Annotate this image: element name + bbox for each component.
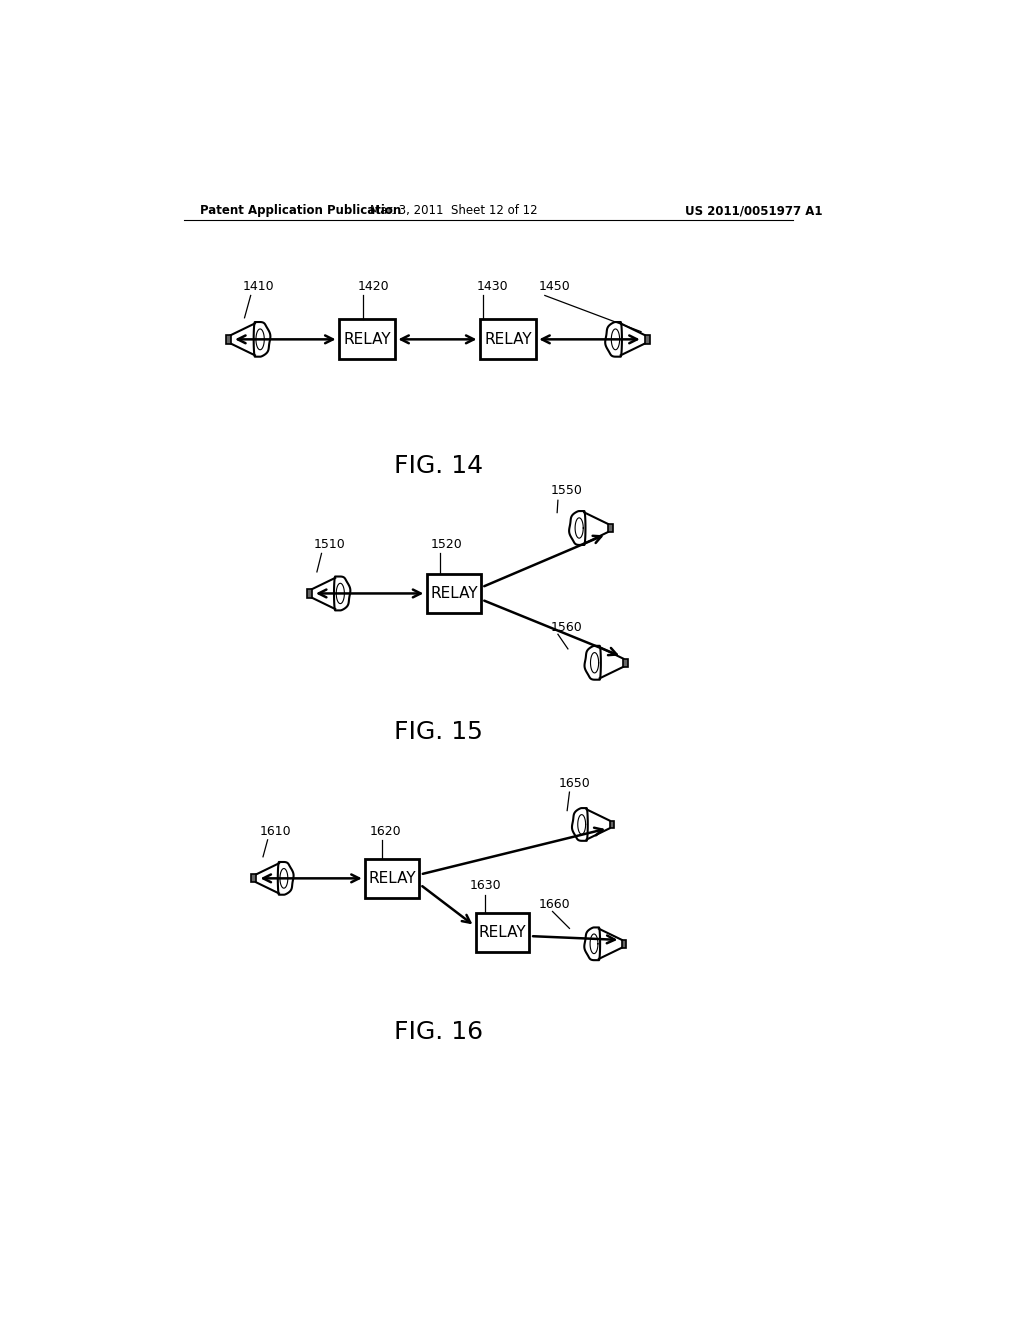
Text: 1420: 1420 <box>357 280 389 293</box>
Polygon shape <box>609 821 614 829</box>
Bar <box>339 319 394 359</box>
Polygon shape <box>307 590 311 598</box>
Polygon shape <box>572 808 588 841</box>
Text: 1660: 1660 <box>539 899 570 911</box>
Polygon shape <box>608 524 612 532</box>
Text: 1410: 1410 <box>243 280 273 293</box>
Polygon shape <box>226 335 230 343</box>
Text: 1430: 1430 <box>477 280 509 293</box>
Text: 1620: 1620 <box>370 825 400 838</box>
Polygon shape <box>622 940 627 948</box>
Text: 1630: 1630 <box>469 879 501 892</box>
Text: 1560: 1560 <box>550 622 582 635</box>
Text: RELAY: RELAY <box>478 925 526 940</box>
Text: FIG. 16: FIG. 16 <box>394 1020 483 1044</box>
Polygon shape <box>278 862 294 895</box>
Polygon shape <box>624 659 628 667</box>
Polygon shape <box>585 928 600 960</box>
Text: RELAY: RELAY <box>430 586 478 601</box>
Polygon shape <box>252 874 256 882</box>
Bar <box>427 574 481 612</box>
Bar <box>366 859 419 898</box>
Text: 1510: 1510 <box>313 539 345 552</box>
Polygon shape <box>254 322 270 356</box>
Polygon shape <box>605 322 622 356</box>
Text: FIG. 14: FIG. 14 <box>394 454 483 478</box>
Text: 1520: 1520 <box>431 539 463 552</box>
Text: RELAY: RELAY <box>369 871 416 886</box>
Text: US 2011/0051977 A1: US 2011/0051977 A1 <box>685 205 822 218</box>
Text: 1450: 1450 <box>539 280 570 293</box>
Text: 1610: 1610 <box>260 825 292 838</box>
Polygon shape <box>334 577 350 610</box>
Text: FIG. 15: FIG. 15 <box>394 719 483 744</box>
Polygon shape <box>569 511 586 545</box>
Polygon shape <box>585 645 601 680</box>
Bar <box>475 913 529 952</box>
Polygon shape <box>645 335 650 343</box>
Text: 1650: 1650 <box>559 776 591 789</box>
Text: RELAY: RELAY <box>484 331 531 347</box>
Text: 1550: 1550 <box>550 484 582 498</box>
Bar <box>480 319 536 359</box>
Text: Mar. 3, 2011  Sheet 12 of 12: Mar. 3, 2011 Sheet 12 of 12 <box>370 205 538 218</box>
Text: RELAY: RELAY <box>343 331 391 347</box>
Text: Patent Application Publication: Patent Application Publication <box>200 205 401 218</box>
